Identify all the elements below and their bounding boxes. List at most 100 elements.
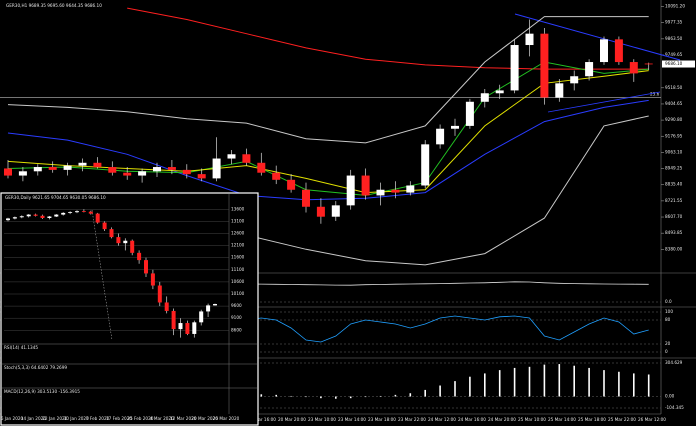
candle-body bbox=[212, 158, 221, 179]
candle-body bbox=[130, 240, 135, 253]
time-label: 26 Mar 12:00 bbox=[638, 417, 666, 422]
candle-body bbox=[331, 205, 340, 217]
time-label: 24 Mar 16:00 bbox=[458, 417, 486, 422]
trend-line bbox=[547, 91, 661, 113]
price-label: 8949.25 bbox=[665, 166, 683, 171]
last-price-label: 9686.10 bbox=[665, 61, 683, 66]
candle-body bbox=[116, 237, 121, 244]
inset-date-label: 17 Feb 2020 bbox=[106, 416, 132, 421]
candle-body bbox=[68, 212, 73, 213]
indicator-line bbox=[7, 16, 649, 144]
candle-body bbox=[157, 285, 162, 303]
candle-body bbox=[206, 305, 211, 312]
inset-price-label: 10600 bbox=[231, 279, 245, 284]
time-label: 20 Mar 20:00 bbox=[278, 417, 306, 422]
time-label: 25 Mar 22:00 bbox=[608, 417, 636, 422]
inset-title: GER30,Daily 9621.65 9704.65 9630.05 9686… bbox=[5, 195, 106, 200]
candle-body bbox=[109, 229, 114, 238]
candle-body bbox=[40, 215, 45, 218]
candle-body bbox=[95, 213, 100, 223]
candle-body bbox=[644, 63, 653, 65]
candle-body bbox=[391, 189, 400, 193]
candle-body bbox=[585, 62, 594, 77]
candle-body bbox=[614, 39, 623, 63]
price-label: 8721.55 bbox=[665, 198, 683, 203]
inset-date-label: 12 Mar 2020 bbox=[170, 416, 197, 421]
candle-body bbox=[197, 174, 206, 179]
inset-price-label: 11100 bbox=[231, 267, 245, 272]
inset-price-label: 9600 bbox=[231, 303, 242, 308]
price-label: 8607.70 bbox=[665, 214, 683, 219]
time-label: 24 Mar 12:00 bbox=[428, 417, 456, 422]
time-label: 23 Mar 14:00 bbox=[338, 417, 366, 422]
price-label: 8493.85 bbox=[665, 230, 683, 235]
inset-date-label: 30 Jan 2020 bbox=[64, 416, 89, 421]
pane-label: 20 bbox=[665, 341, 671, 346]
candle-body bbox=[33, 214, 38, 216]
candle-body bbox=[451, 125, 459, 129]
candle-body bbox=[108, 167, 117, 173]
candle-body bbox=[167, 167, 176, 170]
pane-label: 0.00 bbox=[665, 394, 675, 399]
time-label: 24 Mar 20:00 bbox=[488, 417, 516, 422]
price-label: 9290.80 bbox=[665, 117, 683, 122]
time-label: 25 Mar 14:00 bbox=[548, 417, 576, 422]
pane-label: 304.629 bbox=[665, 360, 683, 365]
inset-date-label: 20 Mar 2020 bbox=[191, 416, 218, 421]
candle-body bbox=[257, 162, 266, 173]
candle-body bbox=[18, 171, 27, 176]
indicator-line bbox=[7, 99, 649, 201]
time-label: 25 Mar 18:00 bbox=[578, 417, 606, 422]
price-label: 9749.65 bbox=[665, 52, 683, 57]
inset-price-label: 12100 bbox=[231, 243, 245, 248]
candle-body bbox=[137, 252, 142, 261]
candle-body bbox=[227, 154, 236, 159]
candle-body bbox=[287, 179, 296, 190]
candle-body bbox=[63, 165, 72, 170]
fib-label: 23.6 bbox=[650, 92, 660, 97]
candle-body bbox=[346, 175, 355, 206]
price-label: 8380.00 bbox=[665, 246, 683, 251]
price-label: 9518.50 bbox=[665, 85, 683, 90]
price-label: 9404.65 bbox=[665, 101, 683, 106]
pane-label: 0.0 bbox=[665, 299, 672, 304]
inset-indicator-label: RSI(14) 41.1345 bbox=[4, 345, 38, 350]
last-price-box bbox=[662, 60, 695, 68]
inset-date-label: 7 Feb 2020 bbox=[86, 416, 110, 421]
candle-body bbox=[33, 167, 42, 172]
candle-body bbox=[406, 185, 415, 193]
candle-body bbox=[48, 167, 57, 170]
candle-body bbox=[192, 322, 197, 334]
indicator-line bbox=[127, 7, 649, 70]
candle-body bbox=[570, 76, 579, 84]
pane-label: -104.345 bbox=[665, 405, 684, 410]
inset-frame bbox=[0, 192, 259, 426]
candle-body bbox=[510, 45, 519, 91]
candle-body bbox=[61, 212, 66, 215]
candle-body bbox=[361, 175, 370, 196]
candle-body bbox=[150, 273, 155, 286]
indicator-line bbox=[7, 70, 649, 194]
chart-header: GER30,H1 9689.35 9695.60 9644.35 9686.10 bbox=[6, 3, 102, 8]
pane-label: 80 bbox=[665, 317, 671, 322]
candle-body bbox=[199, 311, 204, 323]
candle-body bbox=[213, 304, 217, 306]
candle-body bbox=[316, 206, 325, 217]
candle-body bbox=[6, 218, 10, 221]
price-label: 9063.10 bbox=[665, 149, 683, 154]
inset-price-label: 9100 bbox=[231, 315, 242, 320]
candle-body bbox=[629, 62, 638, 74]
price-label: 9863.50 bbox=[665, 36, 683, 41]
candle-body bbox=[54, 214, 59, 217]
candle-body bbox=[144, 260, 148, 274]
candle-body bbox=[81, 211, 86, 212]
candle-body bbox=[540, 33, 549, 98]
candle-body bbox=[242, 154, 251, 163]
inset-price-label: 10100 bbox=[231, 291, 245, 296]
time-label: 20 Mar 16:00 bbox=[248, 417, 276, 422]
candle-body bbox=[171, 310, 176, 330]
price-label: 10091.20 bbox=[665, 4, 685, 9]
price-label: 9176.95 bbox=[665, 133, 683, 138]
candle-body bbox=[123, 172, 132, 176]
